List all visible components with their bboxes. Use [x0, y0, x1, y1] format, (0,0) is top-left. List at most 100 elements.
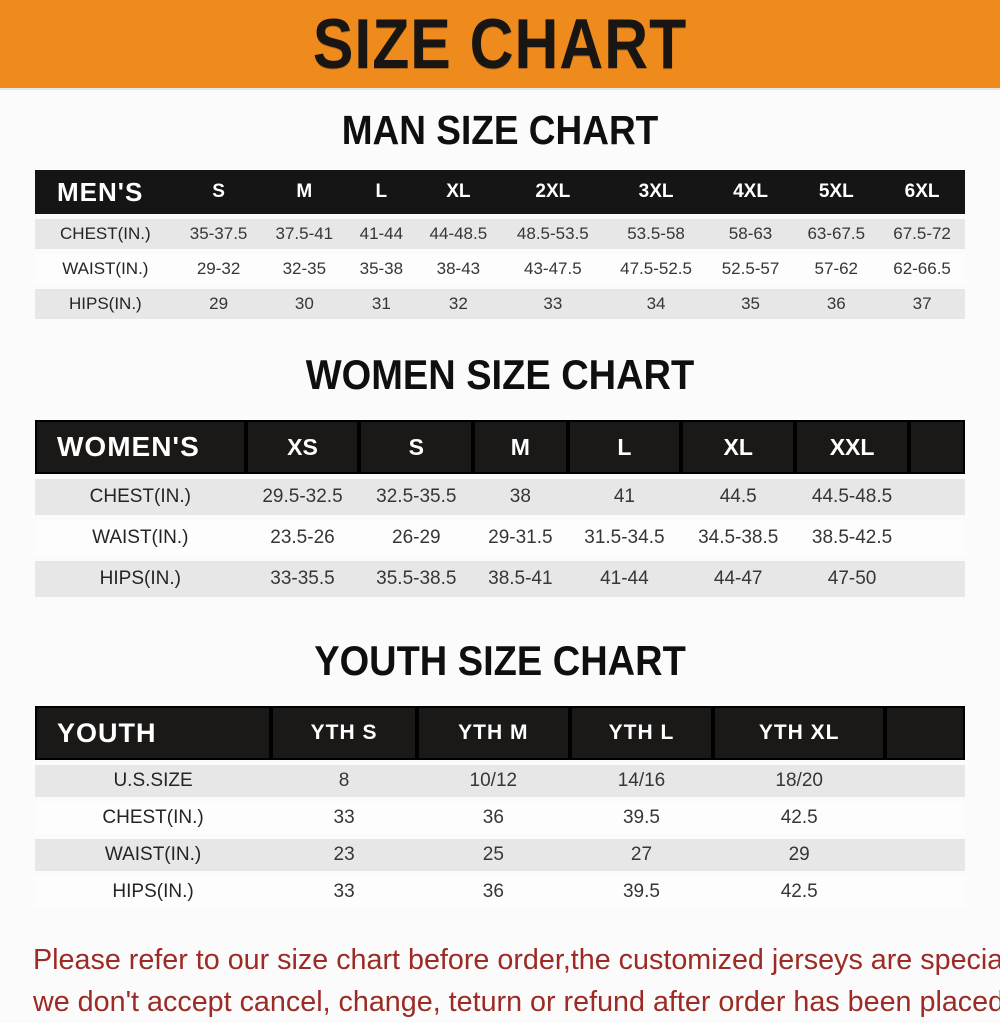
size-cell: 29	[713, 839, 885, 871]
size-cell: 44.5	[681, 479, 796, 515]
table-row: WAIST(IN.) 23.5-26 26-29 29-31.5 31.5-34.5 34…	[35, 520, 965, 556]
column-header: 5XL	[793, 170, 880, 214]
size-cell: 34.5-38.5	[681, 520, 796, 556]
footer-line-2: we don't accept cancel, change, teturn o…	[33, 986, 1000, 1018]
row-spacer	[909, 479, 965, 515]
row-label: HIPS(IN.)	[35, 289, 176, 319]
size-cell: 35	[707, 289, 794, 319]
table-row: WAIST(IN.) 29-32 32-35 35-38 38-43 43-47.5 47.…	[35, 254, 965, 284]
women-size-chart-section: WOMEN SIZE CHART WOMEN'S XS S M L XL XXL CHEST(…	[0, 353, 1000, 602]
column-header: XL	[415, 170, 502, 214]
size-cell: 18/20	[713, 765, 885, 797]
size-cell: 33	[271, 802, 418, 834]
size-cell: 29-31.5	[473, 520, 568, 556]
size-cell: 37.5-41	[261, 219, 348, 249]
size-cell: 38.5-41	[473, 561, 568, 597]
size-cell: 38.5-42.5	[795, 520, 909, 556]
size-cell: 33	[501, 289, 605, 319]
size-cell: 32	[415, 289, 502, 319]
column-header: YTH S	[271, 706, 418, 760]
row-spacer	[909, 561, 965, 597]
row-spacer	[909, 520, 965, 556]
size-cell: 37	[879, 289, 965, 319]
size-cell: 42.5	[713, 876, 885, 908]
table-header-row: YOUTH YTH S YTH M YTH L YTH XL	[35, 706, 965, 760]
size-cell: 31	[347, 289, 416, 319]
table-row: CHEST(IN.) 33 36 39.5 42.5	[35, 802, 965, 834]
size-cell: 41-44	[567, 561, 682, 597]
size-cell: 41	[567, 479, 682, 515]
size-cell: 29	[175, 289, 262, 319]
size-cell: 44-48.5	[415, 219, 502, 249]
size-cell: 8	[271, 765, 418, 797]
column-header: S	[359, 420, 474, 474]
size-cell: 58-63	[707, 219, 794, 249]
size-cell: 67.5-72	[879, 219, 965, 249]
page-title: SIZE CHART	[312, 4, 688, 84]
size-cell: 57-62	[793, 254, 880, 284]
row-spacer	[885, 802, 965, 834]
row-label: WAIST(IN.)	[35, 254, 176, 284]
table-corner-label: WOMEN'S	[35, 420, 246, 474]
size-cell: 36	[793, 289, 880, 319]
man-size-chart-section: MAN SIZE CHART MEN'S S M L XL 2XL 3XL 4XL 5XL 6XL…	[0, 107, 1000, 324]
size-cell: 34	[604, 289, 708, 319]
row-label: WAIST(IN.)	[35, 839, 272, 871]
table-corner-label: MEN'S	[35, 170, 176, 214]
size-cell: 53.5-58	[604, 219, 708, 249]
size-cell: 48.5-53.5	[501, 219, 605, 249]
column-header: M	[473, 420, 568, 474]
column-header: 2XL	[501, 170, 605, 214]
column-header: YTH M	[417, 706, 570, 760]
size-cell: 31.5-34.5	[567, 520, 682, 556]
section-title-man: MAN SIZE CHART	[341, 107, 659, 153]
table-row: HIPS(IN.) 33 36 39.5 42.5	[35, 876, 965, 908]
size-cell: 52.5-57	[707, 254, 794, 284]
row-label: HIPS(IN.)	[35, 561, 246, 597]
row-label: HIPS(IN.)	[35, 876, 272, 908]
row-label: CHEST(IN.)	[35, 219, 176, 249]
size-cell: 23.5-26	[245, 520, 360, 556]
size-cell: 35-38	[347, 254, 416, 284]
table-row: CHEST(IN.) 29.5-32.5 32.5-35.5 38 41 44.5 44.5…	[35, 479, 965, 515]
size-cell: 41-44	[347, 219, 416, 249]
table-corner-label: YOUTH	[35, 706, 272, 760]
row-spacer	[885, 765, 965, 797]
row-label: U.S.SIZE	[35, 765, 272, 797]
column-header: YTH XL	[713, 706, 885, 760]
size-cell: 44-47	[681, 561, 796, 597]
size-cell: 44.5-48.5	[795, 479, 909, 515]
size-cell: 25	[417, 839, 570, 871]
size-cell: 42.5	[713, 802, 885, 834]
table-header-row: WOMEN'S XS S M L XL XXL	[35, 420, 965, 474]
column-header: S	[175, 170, 262, 214]
row-label: WAIST(IN.)	[35, 520, 246, 556]
row-spacer	[885, 876, 965, 908]
column-header: 6XL	[879, 170, 965, 214]
size-cell: 39.5	[569, 876, 714, 908]
size-cell: 35.5-38.5	[359, 561, 474, 597]
table-header-row: MEN'S S M L XL 2XL 3XL 4XL 5XL 6XL	[35, 170, 965, 214]
column-header: XL	[681, 420, 796, 474]
column-header: L	[347, 170, 416, 214]
size-cell: 63-67.5	[793, 219, 880, 249]
column-header: 4XL	[707, 170, 794, 214]
column-header: YTH L	[569, 706, 714, 760]
table-row: HIPS(IN.) 29 30 31 32 33 34 35 36 37	[35, 289, 965, 319]
size-cell: 27	[569, 839, 714, 871]
size-cell: 30	[261, 289, 348, 319]
banner: SIZE CHART	[0, 0, 1000, 90]
footer-note: Please refer to our size chart before or…	[0, 939, 1000, 1023]
size-cell: 39.5	[569, 802, 714, 834]
size-cell: 43-47.5	[501, 254, 605, 284]
size-cell: 29.5-32.5	[245, 479, 360, 515]
column-header: XS	[245, 420, 360, 474]
size-cell: 47.5-52.5	[604, 254, 708, 284]
man-size-table: MEN'S S M L XL 2XL 3XL 4XL 5XL 6XL CHEST(IN.) 35-37…	[35, 165, 965, 324]
size-cell: 38	[473, 479, 568, 515]
size-cell: 14/16	[569, 765, 714, 797]
size-cell: 35-37.5	[175, 219, 262, 249]
row-spacer	[885, 839, 965, 871]
size-cell: 29-32	[175, 254, 262, 284]
